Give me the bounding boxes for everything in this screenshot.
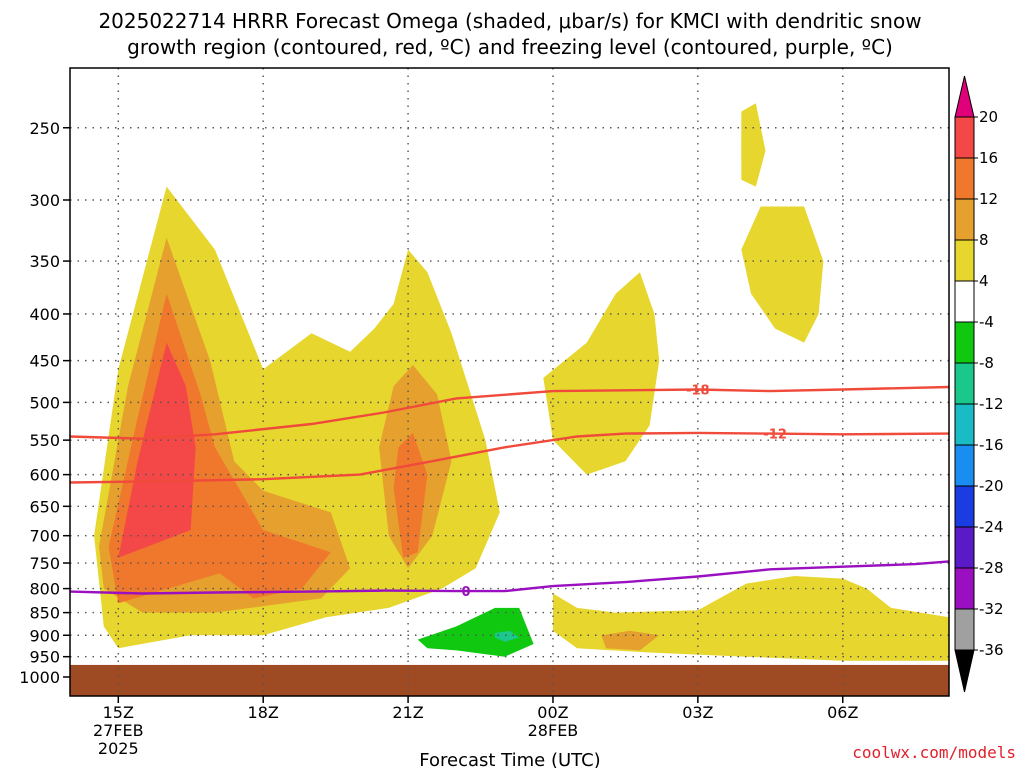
colorbar-tick-label: -36 [979, 641, 1004, 659]
colorbar-swatch [954, 567, 975, 610]
omega-shaded-region [741, 103, 766, 187]
colorbar-swatch [954, 526, 975, 569]
x-tick-sublabel: 28FEB [528, 721, 579, 740]
colorbar-swatch [954, 362, 975, 405]
colorbar: 20 16 12 8 4 -4 -8 -12 -16 -20 -24 -28 -32 -36 [954, 75, 1004, 693]
colorbar-swatch [954, 403, 975, 446]
contour-label: -18 [686, 383, 710, 398]
x-tick-label: 03Z [682, 703, 713, 722]
y-tick-label: 350 [29, 252, 60, 271]
x-tick-label: 18Z [248, 703, 279, 722]
colorbar-tick-label: -32 [979, 600, 1004, 618]
colorbar-tick-label: 4 [979, 272, 989, 290]
contour-line-0 [69, 560, 950, 595]
y-tick-label: 450 [29, 352, 60, 371]
y-tick-label: 850 [29, 604, 60, 623]
y-tick-label: 900 [29, 626, 60, 645]
plot-frame [69, 67, 950, 697]
y-tick-label: 600 [29, 466, 60, 485]
colorbar-top-arrow [954, 75, 975, 118]
colorbar-swatch [954, 608, 975, 651]
contour-label: 0 [462, 585, 471, 600]
colorbar-tick-label: 16 [979, 149, 998, 167]
omega-shaded-region [601, 630, 660, 651]
omega-shaded-region [741, 206, 824, 343]
x-tick-label: 15Z [103, 703, 134, 722]
ground-surface [70, 664, 949, 696]
omega-shaded-region [495, 630, 520, 642]
colorbar-tick-label: 20 [979, 108, 998, 126]
omega-shaded-region [543, 272, 660, 475]
colorbar-swatch [954, 239, 975, 282]
colorbar-tick-label: -4 [979, 313, 994, 331]
y-tick-label: 650 [29, 497, 60, 516]
y-tick-label: 1000 [19, 668, 60, 687]
contour-line-minus18 [69, 385, 950, 440]
y-tick-label: 750 [29, 554, 60, 573]
colorbar-tick-label: -16 [979, 436, 1004, 454]
colorbar-bottom-arrow [954, 649, 975, 693]
chart-title-line-1: 2025022714 HRRR Forecast Omega (shaded, … [98, 9, 921, 33]
colorbar-tick-label: -28 [979, 559, 1004, 577]
colorbar-tick-label: -20 [979, 477, 1004, 495]
chart-title-line-2: growth region (contoured, red, ºC) and f… [127, 35, 893, 59]
plot-area: -18 -12 0 [69, 68, 950, 696]
y-tick-label: 800 [29, 580, 60, 599]
y-tick-label: 950 [29, 648, 60, 667]
colorbar-tick-label: 8 [979, 231, 989, 249]
colorbar-swatch [954, 157, 975, 200]
x-tick-sublabel: 27FEB [93, 721, 144, 740]
colorbar-tick-label: -8 [979, 354, 994, 372]
y-tick-label: 500 [29, 393, 60, 412]
y-tick-label: 700 [29, 527, 60, 546]
omega-shaded-region [417, 607, 534, 657]
axes: 250 300 350 400 450 500 550 600 650 700 750 800 850 9… [19, 67, 950, 758]
x-tick-sublabel: 2025 [98, 739, 139, 758]
colorbar-swatch [954, 280, 975, 323]
colorbar-swatch [954, 198, 975, 241]
contour-line-minus12 [69, 431, 950, 484]
credit-text[interactable]: coolwx.com/models [852, 743, 1016, 762]
colorbar-swatch [954, 321, 975, 364]
colorbar-tick-label: -12 [979, 395, 1004, 413]
colorbar-tick-label: -24 [979, 518, 1004, 536]
colorbar-tick-label: 12 [979, 190, 998, 208]
x-axis-label: Forecast Time (UTC) [419, 750, 600, 768]
y-tick-label: 550 [29, 431, 60, 450]
contour-label: -12 [763, 428, 787, 443]
y-tick-label: 400 [29, 305, 60, 324]
x-tick-label: 21Z [392, 703, 423, 722]
y-tick-label: 300 [29, 191, 60, 210]
y-tick-label: 250 [29, 119, 60, 138]
colorbar-swatch [954, 116, 975, 159]
x-tick-label: 00Z [537, 703, 568, 722]
omega-shaded-region [118, 342, 196, 558]
colorbar-swatch [954, 485, 975, 528]
x-tick-label: 06Z [827, 703, 858, 722]
colorbar-swatch [954, 444, 975, 487]
